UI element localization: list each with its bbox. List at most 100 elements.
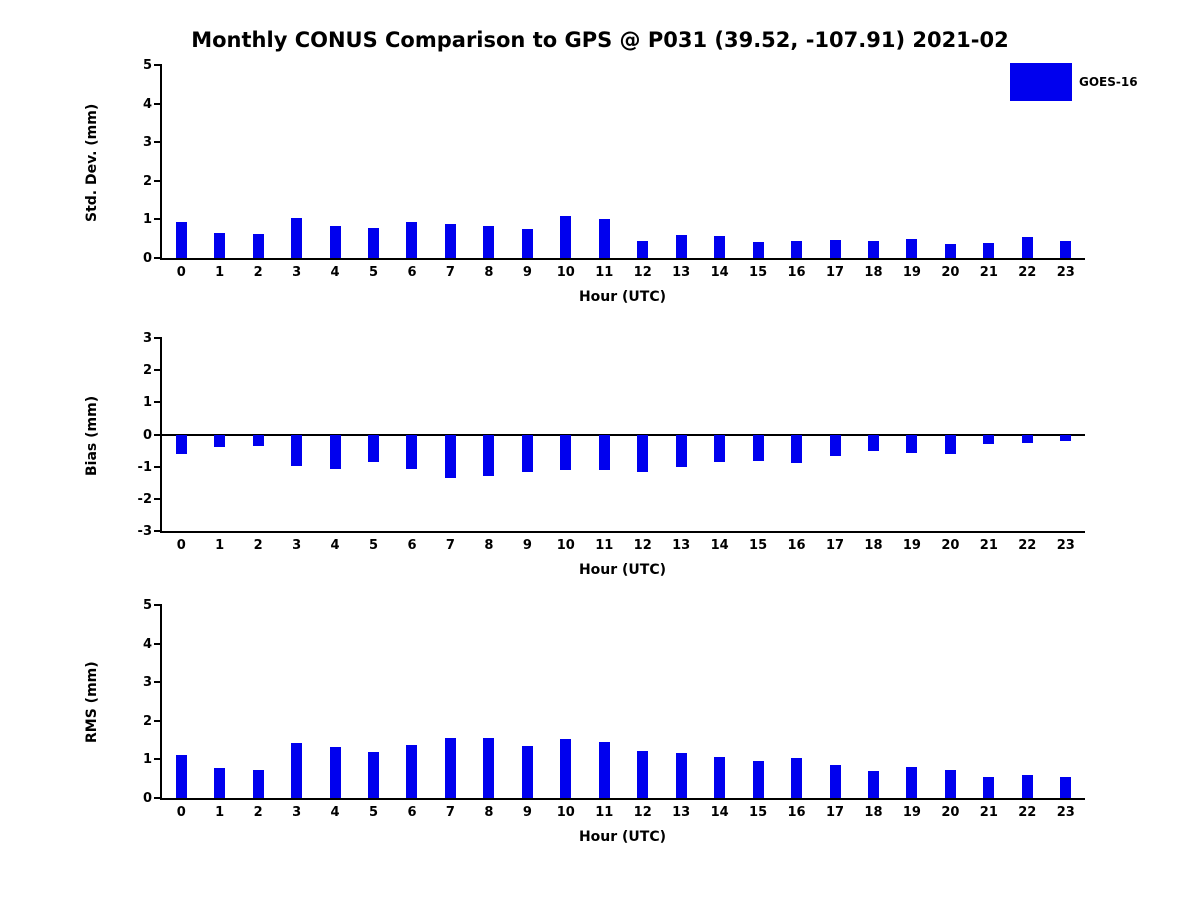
y-tick-mark [154,530,162,532]
y-tick-label: 1 [142,752,152,768]
y-tick-mark [154,758,162,761]
x-tick-label: 5 [368,265,379,280]
bias-bar-hour-20 [944,434,956,454]
y-tick-label: 1 [142,212,152,228]
y-tick-mark [154,465,162,468]
bias-plot-area: -3 -2 -1 0 1 2 3 0 1 2 3 4 5 6 7 8 9 10 11 12 13 14 15 16 17 18 19… [138,331,1085,553]
x-tick-label: 6 [407,265,417,280]
y-tick-mark [154,433,162,436]
x-tick-label: 15 [749,805,768,820]
y-tick-label: 4 [142,96,152,112]
y-tick-mark [154,369,162,372]
rms-bar-hour-22 [1021,774,1033,798]
bias-bar-hour-2 [252,434,264,447]
bias-bar-hour-9 [521,434,533,472]
x-tick-label: 10 [556,265,575,280]
x-tick-label: 23 [1056,265,1075,280]
x-tick-label: 12 [633,538,652,553]
std-dev-bar-hour-5 [368,227,380,258]
x-tick-label: 21 [979,538,998,553]
bias-x-axis-label: Hour (UTC) [578,562,667,578]
y-tick-mark [154,141,162,144]
bias-bar-hour-6 [406,434,418,469]
x-tick-label: 8 [484,265,494,280]
bias-bar-hour-1 [214,434,226,448]
x-tick-label: 8 [484,805,494,820]
std-dev-bar-hour-20 [944,244,956,258]
x-tick-label: 19 [902,805,921,820]
x-tick-label: 9 [522,805,532,820]
y-tick-label: 4 [142,636,152,652]
std-dev-bar-hour-12 [637,241,649,258]
x-tick-label: 17 [825,538,845,553]
x-tick-label: 14 [710,538,729,553]
x-tick-label: 12 [633,265,652,280]
std-dev-bar-hour-15 [752,242,764,258]
bias-y-axis-label: Bias (mm) [84,395,100,476]
x-tick-label: 13 [672,805,691,820]
std-dev-bar-hour-0 [175,222,187,258]
std-dev-bar-hour-22 [1021,237,1033,258]
x-tick-label: 20 [941,538,960,553]
y-tick-label: 2 [142,173,152,189]
rms-bar-hour-2 [252,769,264,798]
bias-bar-hour-15 [752,434,764,461]
rms-chart: RMS (mm) 0 1 2 3 4 5 0 1 2 3 4 5 6 7 8 9 10 11 12 13 14 15 16 1… [84,598,1085,867]
x-tick-label: 3 [292,265,302,280]
y-tick-label: 0 [142,427,152,443]
x-tick-label: 16 [787,265,806,280]
x-tick-label: 7 [445,265,455,280]
x-tick-label: 17 [825,265,845,280]
std-dev-bar-hour-7 [444,224,456,258]
rms-bar-hour-1 [214,767,226,798]
rms-bar-hour-23 [1060,777,1072,798]
y-tick-label: 3 [142,331,152,346]
y-tick-mark [154,497,162,500]
x-tick-label: 4 [330,265,340,280]
bias-bar-hour-17 [829,434,841,456]
x-tick-label: 18 [864,538,883,553]
x-tick-label: 22 [1018,538,1037,553]
std-dev-bar-hour-14 [714,236,726,258]
y-tick-label: 3 [142,675,152,691]
x-tick-label: 23 [1056,538,1075,553]
std-dev-bar-hour-1 [214,233,226,258]
x-tick-label: 17 [825,805,845,820]
x-tick-label: 2 [253,265,263,280]
std-dev-bar-hour-17 [829,240,841,258]
x-tick-label: 23 [1056,805,1075,820]
x-tick-label: 19 [902,265,921,280]
x-tick-label: 10 [556,805,575,820]
y-tick-mark [154,797,162,799]
bias-bar-hour-18 [867,434,879,451]
rms-bar-hour-4 [329,747,341,798]
x-tick-label: 0 [176,538,186,553]
bias-bar-hour-5 [368,434,380,462]
std-dev-bar-hour-3 [291,218,303,258]
bias-bar-hour-13 [675,434,687,467]
std-dev-bar-hour-2 [252,234,264,258]
bias-chart: Bias (mm) -3 -2 -1 0 1 2 3 0 1 2 3 4 5 6 7 8 9 10 11 12 13 14… [84,331,1085,600]
x-tick-label: 9 [522,538,532,553]
rms-bar-hour-17 [829,765,841,798]
chart-title: Monthly CONUS Comparison to GPS @ P031 (… [191,28,1009,52]
bias-bar-hour-3 [291,434,303,466]
x-tick-label: 7 [445,538,455,553]
x-tick-label: 16 [787,538,806,553]
rms-bar-hour-13 [675,752,687,798]
x-tick-label: 11 [595,538,614,553]
x-tick-label: 14 [710,265,729,280]
x-tick-label: 8 [484,538,494,553]
x-tick-label: 0 [176,805,186,820]
std-dev-bar-hour-18 [867,241,879,258]
bias-bar-hour-11 [598,434,610,470]
x-tick-label: 12 [633,805,652,820]
x-tick-label: 3 [292,538,302,553]
std-dev-bar-hour-21 [983,243,995,258]
bias-bar-hour-16 [791,434,803,464]
x-tick-label: 6 [407,538,417,553]
rms-bar-hour-0 [175,755,187,798]
bias-bar-hour-22 [1021,434,1033,443]
std-dev-bar-hour-9 [521,229,533,258]
